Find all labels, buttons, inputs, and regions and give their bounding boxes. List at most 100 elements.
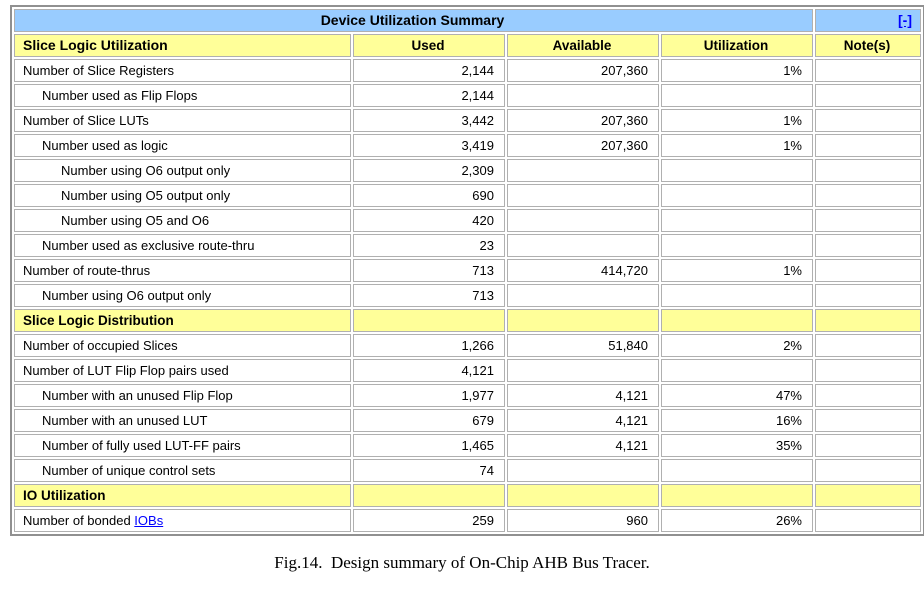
available-cell: 207,360 <box>507 134 659 157</box>
row-label: Number of Slice Registers <box>14 59 351 82</box>
notes-cell <box>815 509 921 532</box>
used-cell: 3,419 <box>353 134 505 157</box>
used-cell: 3,442 <box>353 109 505 132</box>
used-cell: 690 <box>353 184 505 207</box>
row-label: Number of Slice LUTs <box>14 109 351 132</box>
notes-cell <box>815 234 921 257</box>
table-row: Number of occupied Slices 1,266 51,840 2% <box>14 334 921 357</box>
table-row: Number using O5 output only 690 <box>14 184 921 207</box>
section-empty-cell <box>353 309 505 332</box>
notes-cell <box>815 109 921 132</box>
available-cell: 414,720 <box>507 259 659 282</box>
row-label: Number of occupied Slices <box>14 334 351 357</box>
row-label: Number of bonded IOBs <box>14 509 351 532</box>
used-cell: 713 <box>353 284 505 307</box>
utilization-cell <box>661 84 813 107</box>
row-label-text: Number of bonded <box>23 513 135 528</box>
available-cell: 4,121 <box>507 384 659 407</box>
notes-cell <box>815 384 921 407</box>
notes-cell <box>815 409 921 432</box>
available-cell <box>507 84 659 107</box>
row-label: Number used as logic <box>14 134 351 157</box>
row-label: Number using O6 output only <box>14 159 351 182</box>
section-row: Slice Logic Distribution <box>14 309 921 332</box>
notes-cell <box>815 284 921 307</box>
collapse-link[interactable]: [-] <box>898 12 912 28</box>
utilization-cell <box>661 234 813 257</box>
column-header-slice-logic-utilization: Slice Logic Utilization <box>14 34 351 57</box>
section-empty-cell <box>815 484 921 507</box>
section-empty-cell <box>507 484 659 507</box>
used-cell: 1,266 <box>353 334 505 357</box>
utilization-cell: 35% <box>661 434 813 457</box>
notes-cell <box>815 459 921 482</box>
table-row: Number using O6 output only 713 <box>14 284 921 307</box>
utilization-cell <box>661 359 813 382</box>
table-row: Number of unique control sets 74 <box>14 459 921 482</box>
section-empty-cell <box>353 484 505 507</box>
figure-caption: Fig.14. Design summary of On-Chip AHB Bu… <box>274 553 650 572</box>
column-header-notes: Note(s) <box>815 34 921 57</box>
utilization-cell: 1% <box>661 109 813 132</box>
row-label: Number used as exclusive route-thru <box>14 234 351 257</box>
used-cell: 1,465 <box>353 434 505 457</box>
used-cell: 2,144 <box>353 59 505 82</box>
table-row: Number with an unused Flip Flop 1,977 4,12… <box>14 384 921 407</box>
table-row: Number of bonded IOBs 259 960 26% <box>14 509 921 532</box>
used-cell: 1,977 <box>353 384 505 407</box>
utilization-cell: 1% <box>661 259 813 282</box>
section-row: IO Utilization <box>14 484 921 507</box>
row-label: Number using O6 output only <box>14 284 351 307</box>
row-label: Number with an unused Flip Flop <box>14 384 351 407</box>
table-row: Number with an unused LUT 679 4,121 16% <box>14 409 921 432</box>
notes-cell <box>815 259 921 282</box>
available-cell: 4,121 <box>507 409 659 432</box>
table-row: Number used as exclusive route-thru 23 <box>14 234 921 257</box>
used-cell: 2,309 <box>353 159 505 182</box>
used-cell: 713 <box>353 259 505 282</box>
utilization-table: Device Utilization Summary [-] Slice Log… <box>10 5 924 536</box>
utilization-cell <box>661 184 813 207</box>
table-row: Number of Slice Registers 2,144 207,360 1% <box>14 59 921 82</box>
row-label: Number of route-thrus <box>14 259 351 282</box>
section-empty-cell <box>661 309 813 332</box>
row-label: Number of unique control sets <box>14 459 351 482</box>
notes-cell <box>815 84 921 107</box>
utilization-cell: 2% <box>661 334 813 357</box>
notes-cell <box>815 434 921 457</box>
utilization-cell <box>661 209 813 232</box>
used-cell: 2,144 <box>353 84 505 107</box>
used-cell: 23 <box>353 234 505 257</box>
iobs-link[interactable]: IOBs <box>134 513 164 528</box>
table-title-row: Device Utilization Summary [-] <box>14 9 921 32</box>
notes-cell <box>815 209 921 232</box>
available-cell: 960 <box>507 509 659 532</box>
row-label: Number used as Flip Flops <box>14 84 351 107</box>
available-cell <box>507 159 659 182</box>
row-label: Number with an unused LUT <box>14 409 351 432</box>
utilization-cell: 1% <box>661 134 813 157</box>
section-empty-cell <box>815 309 921 332</box>
utilization-cell: 1% <box>661 59 813 82</box>
table-row: Number used as Flip Flops 2,144 <box>14 84 921 107</box>
row-label: Number of LUT Flip Flop pairs used <box>14 359 351 382</box>
notes-cell <box>815 359 921 382</box>
table-row: Number of Slice LUTs 3,442 207,360 1% <box>14 109 921 132</box>
section-label: IO Utilization <box>14 484 351 507</box>
table-title: Device Utilization Summary <box>14 9 813 32</box>
section-empty-cell <box>507 309 659 332</box>
available-cell: 207,360 <box>507 109 659 132</box>
utilization-cell: 16% <box>661 409 813 432</box>
available-cell <box>507 359 659 382</box>
utilization-cell: 47% <box>661 384 813 407</box>
table-row: Number of fully used LUT-FF pairs 1,465 4,… <box>14 434 921 457</box>
table-row: Number of route-thrus 713 414,720 1% <box>14 259 921 282</box>
available-cell: 207,360 <box>507 59 659 82</box>
row-label: Number using O5 output only <box>14 184 351 207</box>
notes-cell <box>815 59 921 82</box>
available-cell <box>507 234 659 257</box>
column-header-utilization: Utilization <box>661 34 813 57</box>
utilization-cell <box>661 284 813 307</box>
notes-cell <box>815 134 921 157</box>
used-cell: 259 <box>353 509 505 532</box>
